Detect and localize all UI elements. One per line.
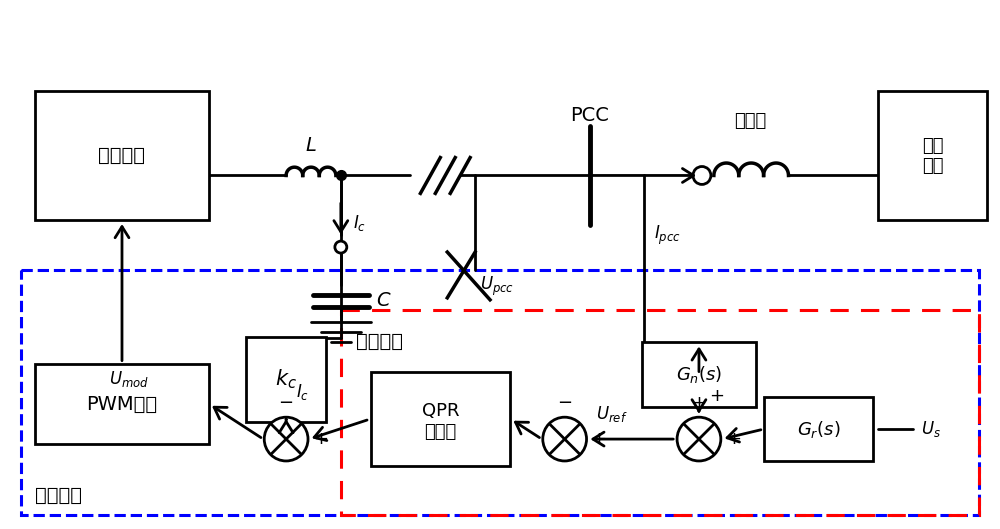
Circle shape: [335, 241, 347, 253]
Circle shape: [543, 417, 587, 461]
Text: QPR: QPR: [422, 402, 459, 420]
Text: +: +: [691, 394, 706, 412]
Text: $U_{mod}$: $U_{mod}$: [109, 369, 149, 389]
Text: $L$: $L$: [305, 136, 317, 155]
Bar: [371, 372, 510, 467]
Circle shape: [264, 417, 308, 461]
Bar: [35, 364, 209, 444]
Text: $G_r(s)$: $G_r(s)$: [797, 418, 840, 440]
Text: +: +: [709, 387, 724, 405]
Text: −: −: [279, 394, 294, 412]
Text: 控制系统: 控制系统: [35, 486, 82, 505]
Bar: [878, 91, 987, 220]
Text: $k_c$: $k_c$: [275, 368, 297, 391]
Text: $I_c$: $I_c$: [296, 382, 309, 402]
Text: $U_{pcc}$: $U_{pcc}$: [480, 275, 514, 298]
Text: 逆变单元: 逆变单元: [98, 146, 145, 165]
Text: $I_c$: $I_c$: [353, 213, 366, 233]
Text: +: +: [726, 430, 741, 448]
Text: 控制器: 控制器: [424, 423, 456, 441]
Bar: [246, 337, 326, 422]
Bar: [764, 397, 873, 461]
Text: $C$: $C$: [376, 291, 391, 311]
Text: $I_{pcc}$: $I_{pcc}$: [654, 224, 681, 247]
Text: 被测: 被测: [922, 136, 943, 154]
Bar: [21, 270, 979, 515]
Text: $U_{ref}$: $U_{ref}$: [596, 404, 628, 424]
Text: PWM调制: PWM调制: [86, 395, 158, 414]
Text: +: +: [313, 430, 328, 448]
Text: PCC: PCC: [570, 106, 609, 125]
Text: −: −: [557, 394, 572, 412]
Bar: [35, 91, 209, 220]
Text: $G_n(s)$: $G_n(s)$: [676, 364, 722, 385]
Text: 变压器: 变压器: [735, 112, 767, 130]
Bar: [642, 342, 756, 407]
Circle shape: [693, 167, 711, 185]
Text: 设备: 设备: [922, 157, 943, 175]
Text: 复合控制: 复合控制: [356, 332, 403, 351]
Text: $U_s$: $U_s$: [921, 419, 941, 439]
Bar: [341, 310, 979, 515]
Circle shape: [677, 417, 721, 461]
Text: +: +: [592, 430, 607, 448]
